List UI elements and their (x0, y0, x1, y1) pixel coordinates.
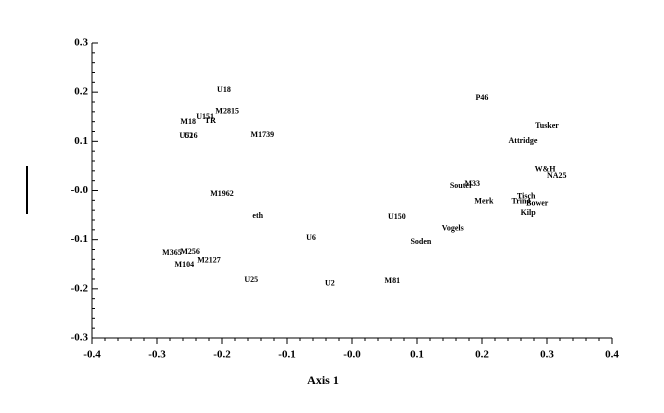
point-label: U16 (184, 131, 198, 140)
y-tick-label: 0.3 (74, 37, 88, 49)
y-tick-label: -0.1 (71, 233, 88, 245)
point-label: U25 (244, 275, 258, 284)
point-label: M18 (180, 117, 196, 126)
point-label: M2815 (215, 107, 239, 116)
point-label: M33 (464, 179, 480, 188)
point-label: Tusker (535, 121, 559, 130)
y-tick-label: -0.3 (71, 332, 89, 344)
point-label: U18 (217, 85, 231, 94)
point-label: M365 (162, 248, 182, 257)
point-label: Bower (526, 199, 549, 208)
point-label: M81 (385, 276, 401, 285)
x-tick-label: 0.3 (540, 349, 554, 361)
point-label: Trin4 (512, 197, 531, 206)
point-label: M2127 (197, 256, 221, 265)
point-label: Merk (474, 197, 494, 206)
point-label: eth (252, 211, 263, 220)
point-label: NA25 (547, 171, 567, 180)
y-tick-label: -0.0 (71, 184, 89, 196)
x-tick-label: -0.3 (148, 349, 166, 361)
x-tick-label: -0.0 (343, 349, 361, 361)
point-label: U150 (388, 212, 406, 221)
x-tick-label: 0.4 (605, 349, 619, 361)
x-tick-label: 0.2 (475, 349, 489, 361)
point-label: P46 (476, 93, 489, 102)
x-tick-label: -0.2 (213, 349, 231, 361)
y-tick-label: 0.1 (74, 135, 88, 147)
point-label: Kilp (521, 208, 537, 217)
point-label: Attridge (509, 136, 538, 145)
point-label: M1962 (210, 189, 234, 198)
point-label: U52 (179, 131, 193, 140)
x-axis-title: Axis 1 (307, 373, 339, 387)
x-tick-label: 0.1 (410, 349, 424, 361)
point-label: TR (205, 116, 216, 125)
point-label: M104 (175, 260, 195, 269)
point-label: U6 (306, 233, 316, 242)
point-label: U2 (325, 279, 335, 288)
point-label: M1739 (251, 130, 275, 139)
x-tick-label: -0.4 (83, 349, 101, 361)
y-tick-label: -0.2 (71, 282, 89, 294)
point-label: U151 (196, 112, 214, 121)
point-label: Tisch (517, 192, 536, 201)
point-label: Souter (450, 181, 473, 190)
y-tick-label: 0.2 (74, 86, 88, 98)
point-label: Soden (410, 237, 431, 246)
point-label: W&H (535, 165, 557, 174)
x-tick-label: -0.1 (278, 349, 295, 361)
point-label: Vogels (442, 224, 464, 233)
point-label: M256 (180, 247, 200, 256)
